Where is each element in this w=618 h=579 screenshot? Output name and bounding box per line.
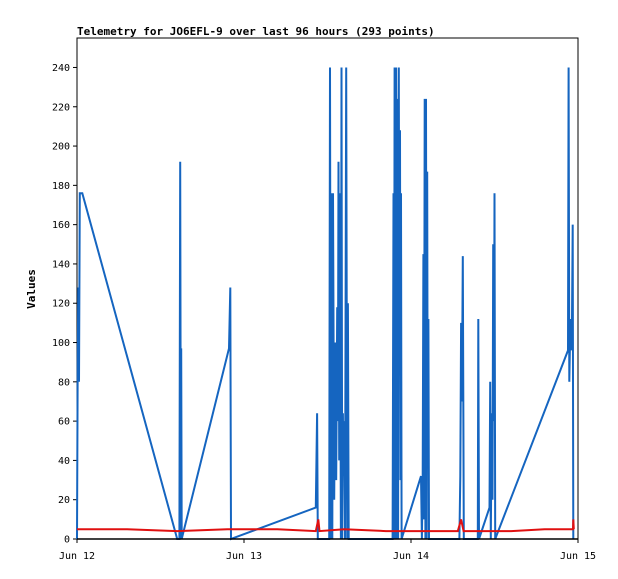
y-tick-label: 80: [58, 377, 70, 388]
x-axis: Jun 12 Jun 13 Jun 14 Jun 15: [59, 539, 596, 562]
y-tick-label: 200: [52, 142, 70, 153]
y-tick-label: 100: [52, 338, 70, 349]
y-tick-label: 120: [52, 299, 70, 310]
y-tick-label: 140: [52, 259, 70, 270]
y-tick-label: 0: [64, 535, 70, 546]
y-axis-label: Values: [25, 269, 38, 309]
y-tick-label: 180: [52, 181, 70, 192]
series-line-1: [76, 67, 575, 541]
y-tick-label: 20: [58, 495, 70, 506]
x-tick-label: Jun 13: [226, 551, 262, 562]
x-tick-label: Jun 14: [393, 551, 429, 562]
chart-title: Telemetry for JO6EFL-9 over last 96 hour…: [77, 25, 435, 38]
y-tick-label: 60: [58, 417, 70, 428]
plot-area: [76, 37, 579, 540]
y-tick-label: 220: [52, 102, 70, 113]
y-tick-label: 40: [58, 456, 70, 467]
y-tick-label: 240: [52, 63, 70, 74]
y-axis: 0 20 40 60 80 100 120 140 160 180 200 220 240: [52, 63, 77, 546]
x-tick-label: Jun 12: [59, 551, 95, 562]
series-line-2: [77, 519, 575, 533]
y-tick-label: 160: [52, 220, 70, 231]
series-layer: [76, 67, 578, 541]
x-tick-label: Jun 15: [560, 551, 596, 562]
